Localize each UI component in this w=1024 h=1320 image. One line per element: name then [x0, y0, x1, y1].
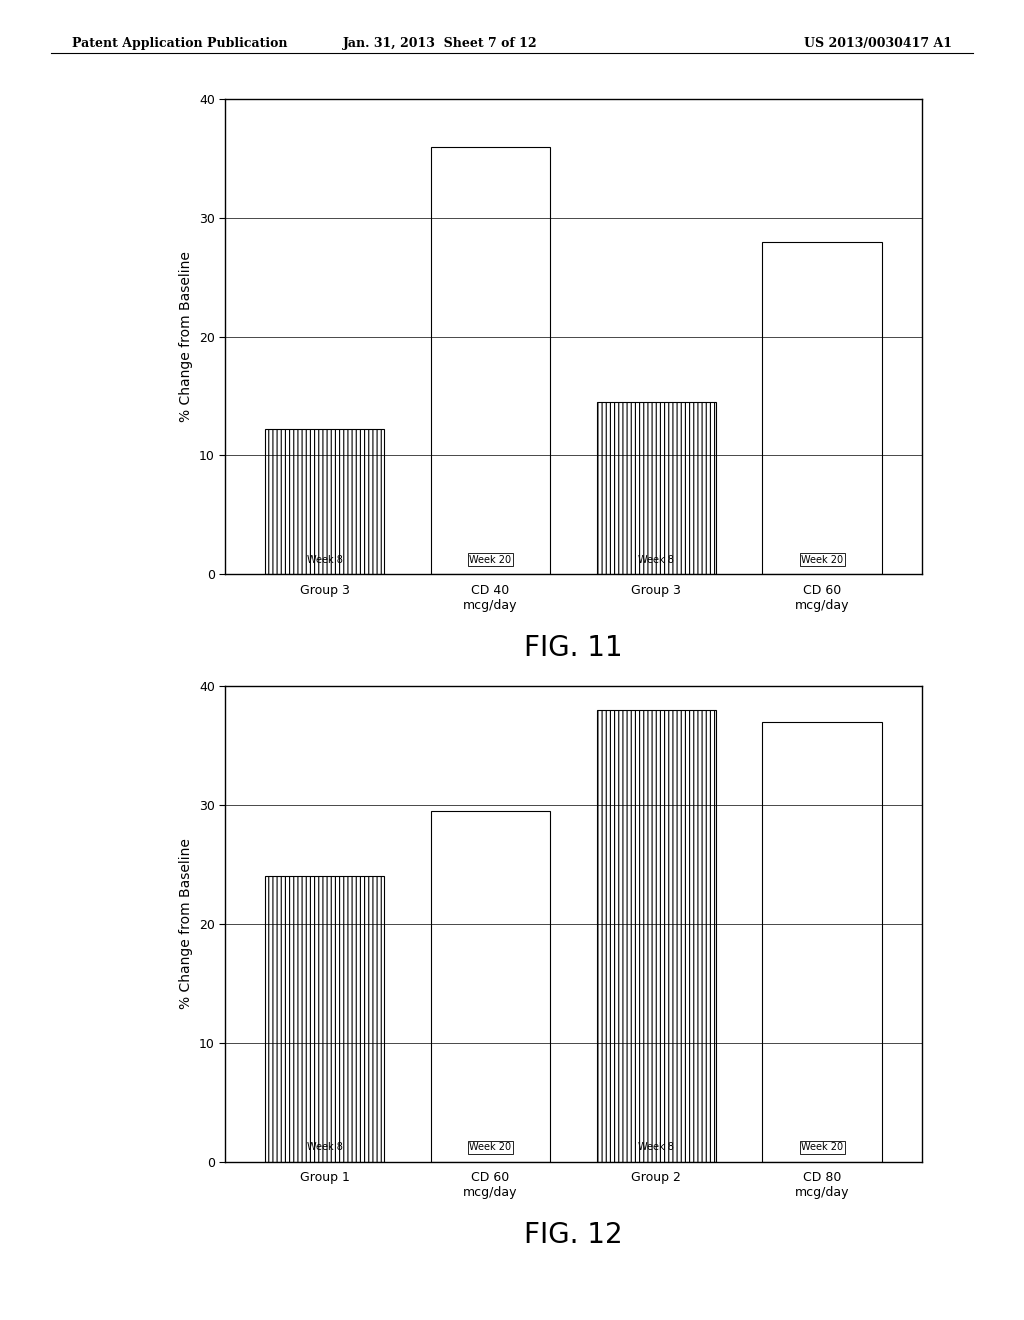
- Text: Week 8: Week 8: [307, 1142, 343, 1152]
- Bar: [265, 876, 384, 1162]
- Text: Week 20: Week 20: [801, 554, 843, 565]
- Text: US 2013/0030417 A1: US 2013/0030417 A1: [804, 37, 952, 50]
- Text: Week 20: Week 20: [801, 1142, 843, 1152]
- Text: Patent Application Publication: Patent Application Publication: [72, 37, 287, 50]
- Y-axis label: % Change from Baseline: % Change from Baseline: [179, 251, 194, 422]
- Text: FIG. 12: FIG. 12: [524, 1221, 623, 1249]
- Bar: [597, 401, 716, 574]
- Text: Week 8: Week 8: [638, 554, 674, 565]
- Text: Week 20: Week 20: [469, 1142, 512, 1152]
- Bar: [431, 147, 550, 574]
- Bar: [597, 710, 716, 1162]
- Bar: [763, 722, 882, 1162]
- Text: Jan. 31, 2013  Sheet 7 of 12: Jan. 31, 2013 Sheet 7 of 12: [343, 37, 538, 50]
- Y-axis label: % Change from Baseline: % Change from Baseline: [179, 838, 194, 1010]
- Text: Week 8: Week 8: [307, 554, 343, 565]
- Text: FIG. 11: FIG. 11: [524, 634, 623, 661]
- Text: Week 8: Week 8: [638, 1142, 674, 1152]
- Bar: [431, 810, 550, 1162]
- Bar: [265, 429, 384, 574]
- Bar: [763, 242, 882, 574]
- Text: Week 20: Week 20: [469, 554, 512, 565]
